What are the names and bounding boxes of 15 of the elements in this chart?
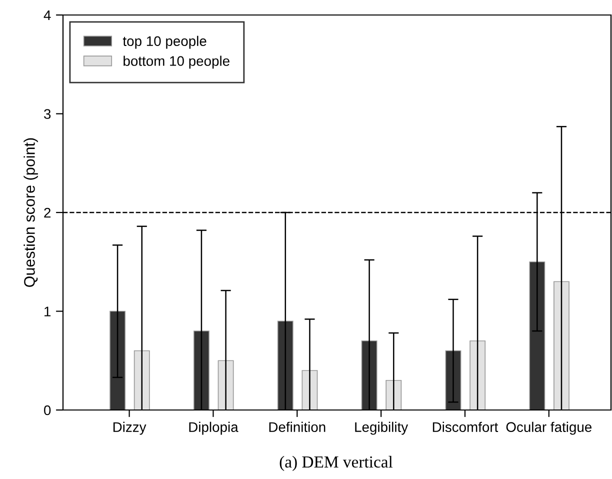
x-tick-label: Ocular fatigue [506, 422, 592, 435]
x-tick-label: Discomfort [432, 422, 498, 432]
y-axis-title: Question score (point) [24, 138, 38, 287]
x-tick-label: Dizzy [113, 422, 146, 435]
text: (a) DEM vertical [280, 456, 393, 471]
y-tick-label: 2 [44, 208, 50, 218]
y-tick-label: 1 [44, 306, 51, 316]
y-tick-label: 4 [44, 10, 51, 20]
y-tick-label: 3 [44, 109, 51, 119]
legend-label: top 10 people [122, 36, 206, 49]
x-tick-label: Legibility [355, 422, 408, 435]
x-tick-label: Definition [269, 422, 326, 432]
x-tick-label: Diplopia [189, 422, 238, 435]
y-tick-label: 0 [44, 405, 51, 416]
legend-label: bottom 10 people [124, 56, 230, 69]
